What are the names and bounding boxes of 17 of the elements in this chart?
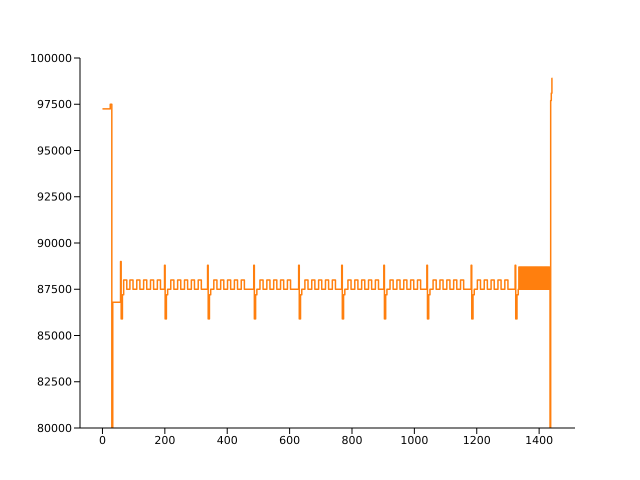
x-tick-label: 1200 (462, 434, 491, 447)
x-tick-label: 600 (279, 434, 300, 447)
x-tick-label: 1000 (400, 434, 428, 447)
y-tick-label: 92500 (37, 190, 72, 204)
y-tick-label: 90000 (37, 236, 72, 250)
y-tick-label: 100000 (30, 52, 72, 65)
y-tick-label: 85000 (37, 329, 72, 342)
x-tick-label: 1400 (525, 434, 554, 447)
x-tick-label: 200 (154, 434, 176, 447)
y-tick-label: 80000 (37, 422, 72, 435)
y-tick-label: 97500 (37, 98, 72, 112)
y-tick-label: 87500 (37, 283, 72, 296)
y-tick-label: 95000 (37, 144, 72, 158)
x-tick-label: 400 (216, 434, 238, 447)
y-tick-label: 82500 (37, 376, 72, 389)
x-tick-label: 0 (98, 434, 106, 447)
x-tick-label: 800 (341, 434, 362, 447)
